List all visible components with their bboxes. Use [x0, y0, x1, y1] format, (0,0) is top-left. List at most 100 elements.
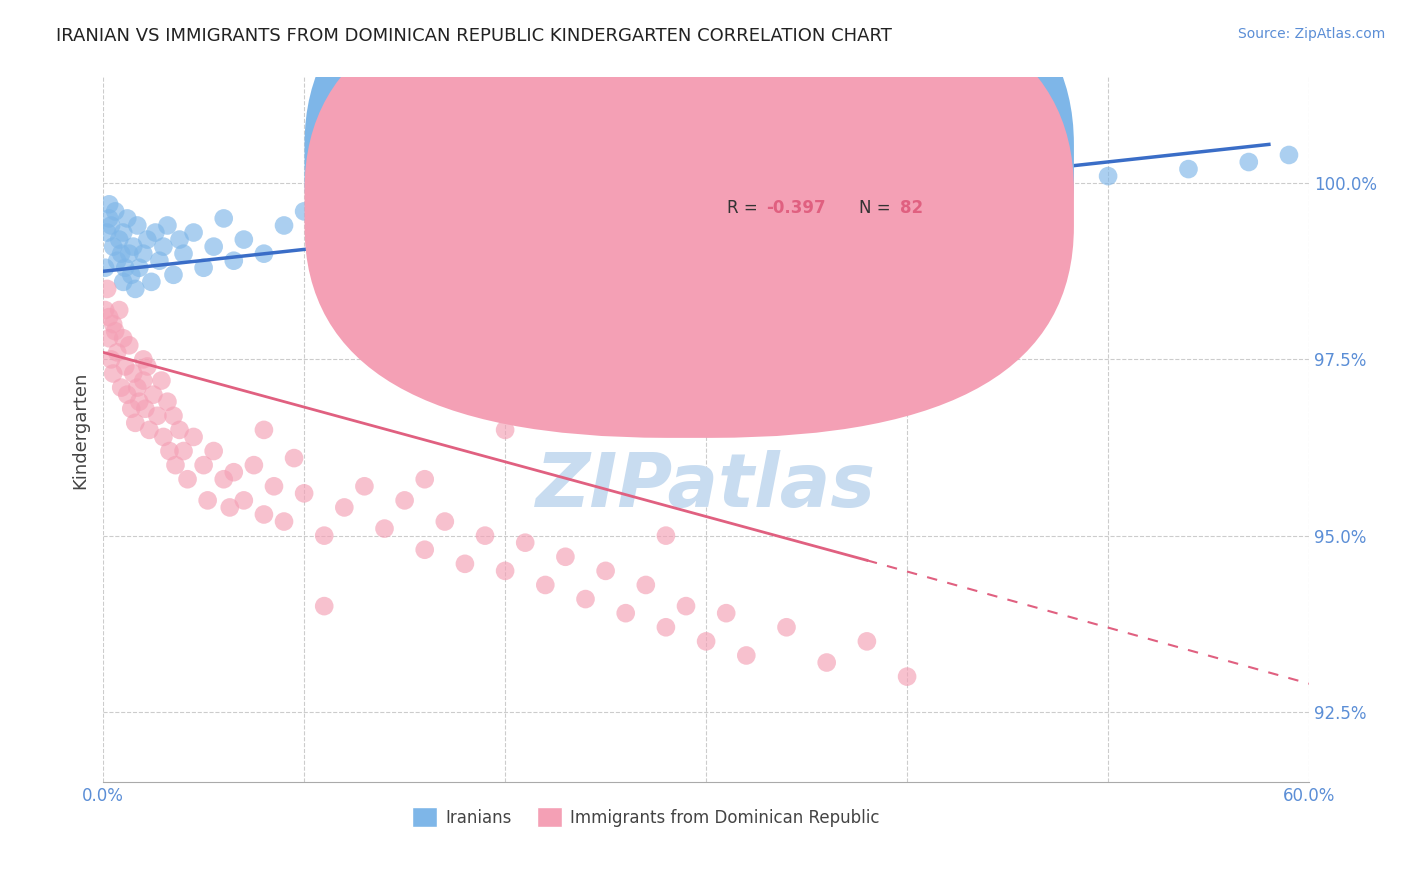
Point: [98, 331, 121, 345]
Point: [176, 472, 198, 486]
Point: [735, 648, 758, 663]
Point: [202, 444, 225, 458]
Text: N =: N =: [859, 199, 896, 217]
Point: [98, 211, 121, 226]
Point: [675, 599, 697, 614]
Point: [232, 233, 254, 247]
Point: [222, 253, 245, 268]
Point: [132, 246, 155, 260]
Point: [353, 479, 375, 493]
Point: [136, 359, 159, 374]
Point: [173, 444, 195, 458]
Point: [110, 246, 132, 260]
Point: [815, 656, 838, 670]
Point: [515, 535, 537, 549]
Point: [120, 268, 142, 282]
Text: -0.397: -0.397: [766, 199, 827, 217]
Text: 0.507: 0.507: [766, 153, 818, 171]
Y-axis label: Kindergarten: Kindergarten: [72, 371, 89, 489]
Point: [136, 233, 159, 247]
Point: [108, 303, 131, 318]
Text: ZIPatlas: ZIPatlas: [536, 450, 876, 523]
Point: [94, 303, 117, 318]
Point: [253, 508, 276, 522]
Point: [574, 204, 596, 219]
Point: [98, 310, 121, 325]
Point: [118, 246, 141, 260]
Point: [333, 226, 356, 240]
Point: [454, 219, 477, 233]
Point: [117, 211, 139, 226]
Point: [433, 515, 456, 529]
Point: [169, 233, 191, 247]
Point: [112, 331, 135, 345]
Point: [494, 423, 516, 437]
Point: [222, 465, 245, 479]
Text: R =: R =: [727, 199, 762, 217]
Point: [138, 423, 160, 437]
Point: [554, 549, 576, 564]
Point: [1097, 169, 1119, 183]
Point: [655, 226, 678, 240]
Point: [835, 176, 858, 190]
Point: [956, 190, 979, 204]
Point: [141, 275, 163, 289]
Point: [112, 275, 135, 289]
Point: [193, 458, 215, 472]
Text: N =: N =: [842, 153, 879, 171]
Point: [314, 599, 336, 614]
Point: [574, 387, 596, 401]
Point: [534, 578, 557, 592]
Text: 53: 53: [883, 153, 907, 171]
FancyBboxPatch shape: [305, 0, 1074, 438]
Point: [101, 317, 124, 331]
Point: [132, 374, 155, 388]
Point: [253, 246, 276, 260]
Point: [394, 493, 416, 508]
Point: [183, 226, 205, 240]
Point: [127, 219, 149, 233]
Point: [108, 233, 131, 247]
Point: [263, 479, 285, 493]
Point: [614, 606, 637, 620]
Point: [856, 634, 879, 648]
Point: [122, 367, 145, 381]
Point: [94, 260, 117, 275]
Point: [413, 542, 436, 557]
Point: [1237, 155, 1260, 169]
FancyBboxPatch shape: [305, 0, 1074, 392]
Point: [232, 493, 254, 508]
Point: [373, 211, 395, 226]
Point: [162, 268, 184, 282]
Point: [273, 515, 295, 529]
Point: [124, 282, 146, 296]
Point: [474, 528, 496, 542]
Point: [148, 253, 170, 268]
Point: [494, 190, 516, 204]
Text: 82: 82: [900, 199, 924, 217]
Point: [150, 374, 173, 388]
Point: [202, 239, 225, 253]
Point: [183, 430, 205, 444]
Point: [152, 239, 174, 253]
Point: [218, 500, 240, 515]
Point: [114, 359, 136, 374]
Point: [169, 423, 191, 437]
Point: [634, 578, 657, 592]
Point: [117, 387, 139, 401]
Point: [96, 282, 118, 296]
Point: [1278, 148, 1301, 162]
Point: [114, 260, 136, 275]
Point: [152, 430, 174, 444]
Point: [104, 204, 127, 219]
Point: [243, 458, 266, 472]
Text: R =: R =: [727, 153, 762, 171]
Point: [197, 493, 219, 508]
Point: [655, 620, 678, 634]
Point: [212, 211, 235, 226]
Point: [454, 557, 477, 571]
Point: [173, 246, 195, 260]
Point: [105, 253, 128, 268]
Point: [104, 324, 127, 338]
Point: [716, 606, 738, 620]
